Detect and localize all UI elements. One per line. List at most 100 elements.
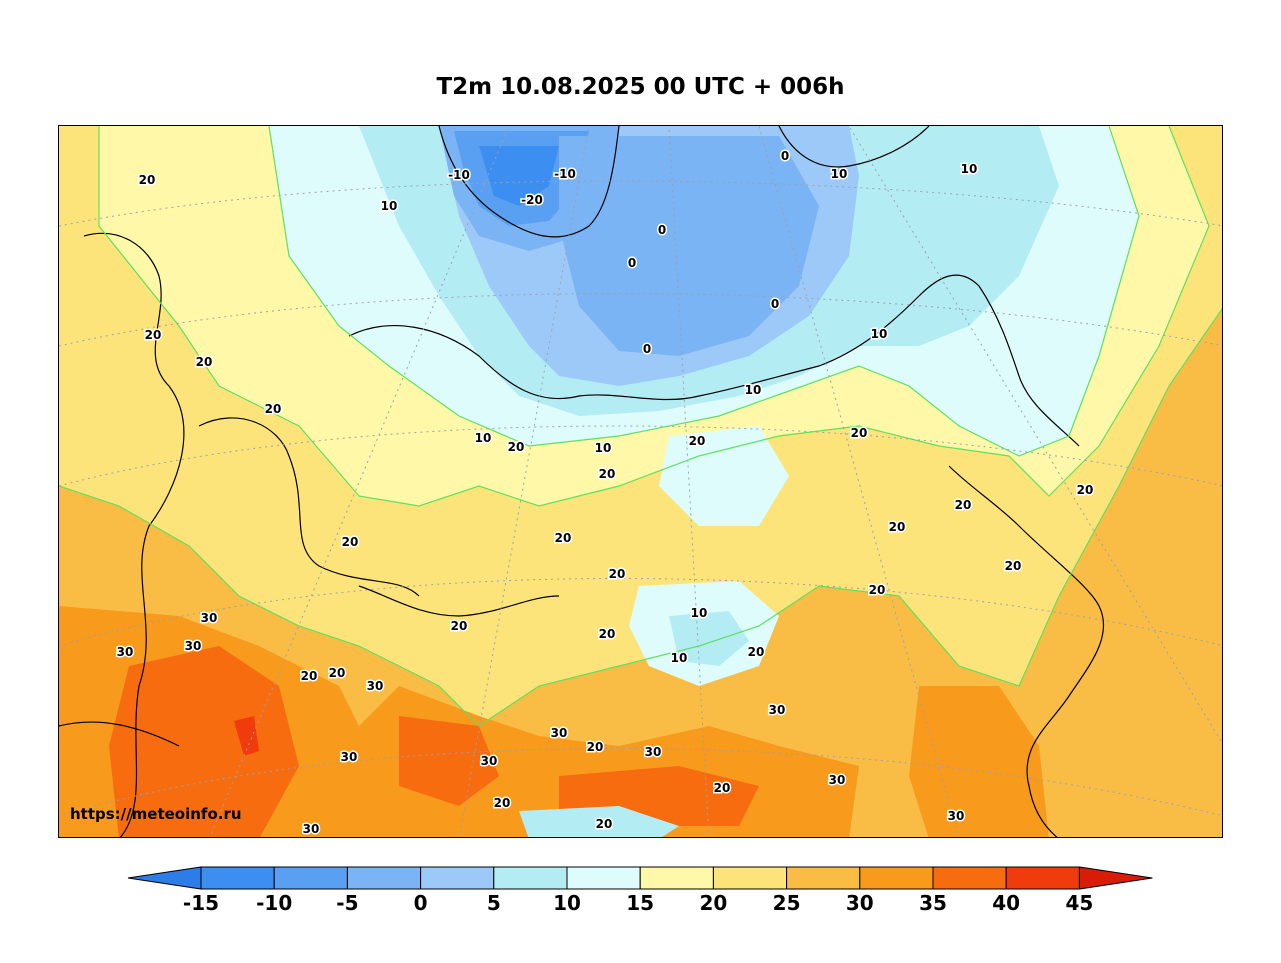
contour-label: 20 [748, 645, 765, 659]
contour-label: 30 [303, 822, 320, 836]
contour-label: 30 [948, 809, 965, 823]
contour-label: 20 [889, 520, 906, 534]
colorbar: -15 -10 -5 0 5 10 15 20 25 30 35 40 45 [120, 862, 1170, 926]
colorbar-segment [1005, 866, 1080, 890]
contour-label: 20 [869, 583, 886, 597]
temperature-field-35-40 [109, 646, 299, 837]
contour-label: 10 [871, 327, 888, 341]
colorbar-segment [859, 866, 934, 890]
contour-label: -20 [521, 193, 543, 207]
temperature-field-40-45 [234, 716, 259, 756]
colorbar-under-triangle [127, 866, 202, 890]
contour-label: 30 [829, 773, 846, 787]
isotherm-lines [59, 126, 1222, 727]
contour-label: 30 [341, 750, 358, 764]
contour-label: 30 [481, 754, 498, 768]
contour-label: 20 [714, 781, 731, 795]
contour-label: -10 [554, 167, 576, 181]
watermark: https://meteoinfo.ru [70, 805, 242, 823]
contour-label: 20 [599, 467, 616, 481]
contour-label: 10 [961, 162, 978, 176]
colorbar-tick-label: 15 [626, 891, 654, 915]
temperature-field-30-35-east [909, 686, 1049, 837]
temperature-field-siberia-cool [659, 426, 789, 526]
contour-label: 20 [555, 531, 572, 545]
contour-label: 20 [599, 627, 616, 641]
contour-label: 20 [329, 666, 346, 680]
colorbar-tick-label: 30 [846, 891, 874, 915]
temperature-field-mountain-cold [669, 611, 749, 666]
contour-label: -10 [448, 168, 470, 182]
colorbar-tick-label: 35 [919, 891, 947, 915]
colorbar-segment [639, 866, 714, 890]
colorbar-tick-label: 0 [414, 891, 428, 915]
colorbar-segment [566, 866, 641, 890]
contour-label: 20 [342, 535, 359, 549]
colorbar-tick-label: 45 [1065, 891, 1093, 915]
contour-label: 30 [201, 611, 218, 625]
map-canvas: 20 10 -10 -10 -20 0 0 0 0 10 10 10 0 20 20 20 10 20 10 20 20… [59, 126, 1222, 838]
colorbar-segment [346, 866, 422, 890]
colorbar-tick-label: 5 [487, 891, 501, 915]
contour-label: 20 [689, 434, 706, 448]
contour-label: 30 [117, 645, 134, 659]
colorbar-over-triangle [1078, 866, 1153, 890]
colorbar-segment [712, 866, 788, 890]
contour-label: 20 [265, 402, 282, 416]
contour-label: 0 [658, 223, 666, 237]
temperature-field-minus15-minus10 [479, 146, 559, 206]
contour-label: 10 [831, 167, 848, 181]
colorbar-tick-label: -10 [256, 891, 292, 915]
contour-label: 20 [596, 817, 613, 831]
contour-label: 20 [851, 426, 868, 440]
contour-label: 10 [691, 606, 708, 620]
colorbar-tick-label: 20 [699, 891, 727, 915]
colorbar-tick-label: -5 [336, 891, 358, 915]
contour-label: 0 [628, 256, 636, 270]
colorbar-segment [200, 866, 275, 890]
contour-label: 20 [301, 669, 318, 683]
contour-label: 20 [955, 498, 972, 512]
colorbar-tick-label: 40 [992, 891, 1020, 915]
contour-label: 20 [587, 740, 604, 754]
map-title: T2m 10.08.2025 00 UTC + 006h [436, 74, 845, 100]
contour-label: 10 [745, 383, 762, 397]
colorbar-canvas: -15 -10 -5 0 5 10 15 20 25 30 35 40 45 [127, 866, 1153, 915]
contour-label: 0 [771, 297, 779, 311]
temperature-field-35-40-central [399, 716, 499, 806]
temperature-field-tibet-cool [519, 806, 679, 837]
temperature-field-arctic-minus5-0 [559, 136, 819, 356]
contour-label: 20 [139, 173, 156, 187]
colorbar-segment [493, 866, 568, 890]
contour-label: 0 [643, 342, 651, 356]
temperature-map: 20 10 -10 -10 -20 0 0 0 0 10 10 10 0 20 20 20 10 20 10 20 20… [58, 125, 1223, 838]
colorbar-segment [932, 866, 1007, 890]
contour-label: 30 [367, 679, 384, 693]
contour-label: 0 [781, 149, 789, 163]
contour-label: 20 [609, 567, 626, 581]
colorbar-tick-label: 25 [773, 891, 801, 915]
contour-label: 20 [1005, 559, 1022, 573]
contour-label: 20 [196, 355, 213, 369]
contour-label: 10 [475, 431, 492, 445]
graticule [59, 126, 1222, 837]
contour-label: 30 [769, 703, 786, 717]
colorbar-segment [786, 866, 861, 890]
colorbar-segment [420, 866, 495, 890]
contour-label: 20 [1077, 483, 1094, 497]
contour-labels: 20 10 -10 -10 -20 0 0 0 0 10 10 10 0 20 20 20 10 20 10 20 20… [115, 148, 1095, 838]
contour-label: 30 [551, 726, 568, 740]
contour-label: 10 [671, 651, 688, 665]
contour-label: 30 [645, 745, 662, 759]
contour-label: 10 [595, 441, 612, 455]
contour-label: 20 [145, 328, 162, 342]
contour-label: 20 [451, 619, 468, 633]
colorbar-tick-label: -15 [183, 891, 219, 915]
contour-label: 20 [494, 796, 511, 810]
contour-label: 10 [381, 199, 398, 213]
coastlines [59, 126, 1105, 837]
contour-label: 20 [508, 440, 525, 454]
colorbar-tick-label: 10 [553, 891, 581, 915]
contour-label: 30 [185, 639, 202, 653]
colorbar-segment [273, 866, 348, 890]
